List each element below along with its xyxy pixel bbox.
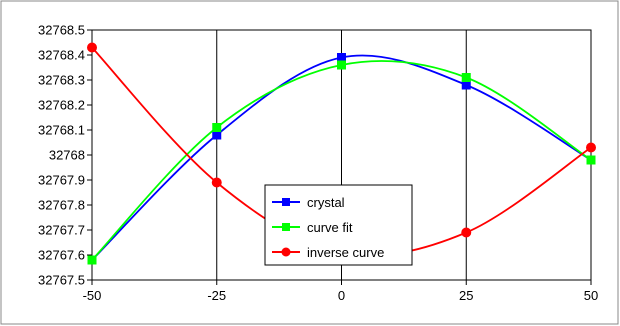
x-tick-label: 0: [338, 288, 345, 303]
data-point-curve-fit-2: [337, 60, 346, 70]
y-tick-label: 32767.9: [38, 173, 85, 188]
y-tick-label: 32767.7: [38, 223, 85, 238]
y-tick-label: 32767.5: [38, 273, 85, 288]
axes: 32767.5 32767.6 32767.7 32767.8 32767.9 32768…: [38, 23, 598, 304]
legend-label-inverse-curve: inverse curve: [307, 245, 384, 260]
legend-entry-inverse-curve: inverse curve: [272, 245, 384, 260]
y-tick-label: 32767.6: [38, 248, 85, 263]
y-tick-label: 32768.1: [38, 123, 85, 138]
data-point-inverse-curve-0: [87, 42, 97, 53]
data-point-curve-fit-1: [212, 123, 222, 132]
data-point-crystal-1: [212, 130, 222, 140]
y-tick-label: 32768.4: [38, 48, 85, 63]
data-point-inverse-curve-1: [211, 177, 222, 188]
legend-entry-curve-fit: curve fit: [272, 220, 353, 235]
x-tick-label: 25: [459, 288, 473, 303]
legend-entry-crystal: crystal: [272, 195, 345, 210]
x-tick-label: -50: [83, 288, 102, 303]
data-point-curve-fit-3: [461, 73, 471, 82]
y-tick-label: 32768.3: [38, 73, 85, 88]
legend-marker-inverse-curve: [281, 247, 291, 257]
legend-marker-crystal: [282, 198, 290, 206]
y-tick-label: 32768.5: [38, 23, 85, 38]
y-tick-label: 32768.2: [38, 98, 85, 113]
y-tick-label: 32768: [49, 148, 85, 163]
x-tick-label: 50: [584, 288, 598, 303]
legend-label-curve-fit: curve fit: [307, 220, 353, 235]
legend: crystal curve fit inverse curve: [264, 184, 413, 266]
legend-label-crystal: crystal: [307, 195, 345, 210]
legend-marker-curve-fit: [282, 223, 290, 231]
data-point-crystal-2: [337, 53, 346, 62]
data-point-curve-fit-0: [87, 255, 97, 265]
y-tick-label: 32767.8: [38, 198, 85, 213]
data-point-inverse-curve-3: [461, 227, 472, 238]
data-point-curve-fit-4: [586, 155, 596, 165]
x-tick-label: -25: [207, 288, 226, 303]
data-point-crystal-3: [461, 80, 471, 90]
data-point-inverse-curve-4: [586, 142, 596, 153]
